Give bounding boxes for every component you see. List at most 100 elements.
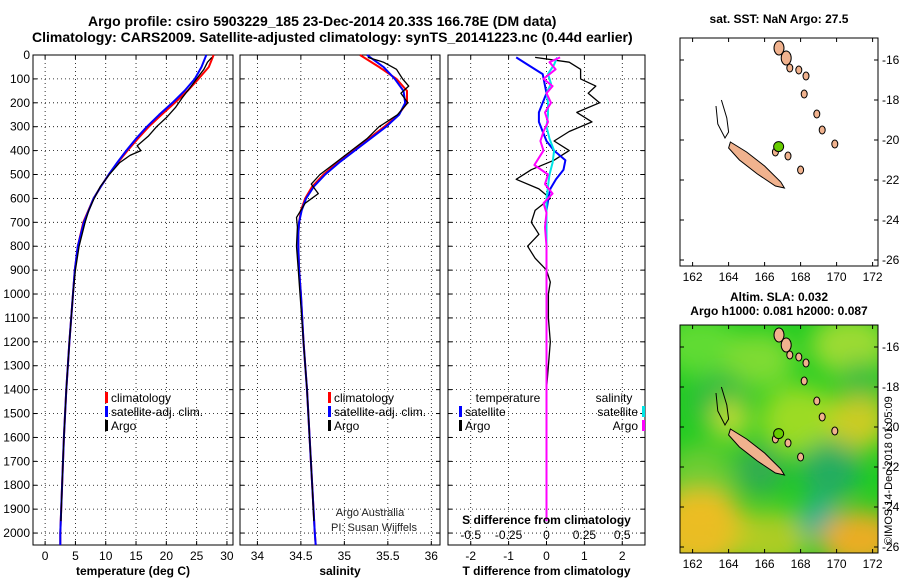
sla-map-vanuatu-island (795, 352, 803, 362)
temp-legend-climatology-swatch (105, 392, 108, 403)
sst-map-lon-label: 166 (755, 270, 775, 284)
title-line-2: Climatology: CARS2009. Satellite-adjuste… (32, 29, 633, 45)
sst-map-lon-label: 162 (683, 270, 703, 284)
sal-xtick-label: 35 (338, 549, 352, 563)
depth-tick-label: 1700 (3, 454, 30, 468)
sst-map-lon-label: 168 (791, 270, 811, 284)
sla-blob (710, 400, 750, 440)
diff-legend-t-satellite-label: satellite (465, 405, 506, 419)
salinity-xlabel: salinity (319, 564, 361, 578)
diff-xtick-label: 2 (619, 549, 626, 563)
diff-legend-s-satellite-swatch (642, 406, 645, 417)
temp-xtick-label: 0 (42, 549, 49, 563)
depth-tick-label: 2000 (3, 526, 30, 540)
diff-legend-t-argo-label: Argo (465, 419, 491, 433)
temp-legend-satellite-label: satellite-adj. clim. (111, 405, 203, 419)
sla-map-lat-label: -26 (882, 540, 900, 554)
sal-climatology-line (297, 54, 408, 546)
temp-argo-line (60, 56, 213, 522)
sst-map-vanuatu-island (795, 65, 803, 75)
depth-tick-label: 700 (10, 215, 30, 229)
diff-s-tick-label: -0.5 (460, 528, 481, 542)
sst-map-profile-marker (773, 141, 785, 153)
depth-tick-label: 900 (10, 263, 30, 277)
temp-climatology-line (59, 54, 215, 545)
depth-tick-label: 1400 (3, 383, 30, 397)
sla-map-vanuatu-island (802, 358, 810, 368)
depth-tick-label: 1200 (3, 335, 30, 349)
sst-map-lat-label: -20 (882, 133, 900, 147)
sla-blobs (680, 325, 878, 553)
sst-map-vanuatu-island (802, 71, 810, 81)
sla-map-loyalty-island (797, 452, 805, 462)
sla-map-title: Altim. SLA: 0.032 (730, 290, 828, 304)
diff-t-xlabel: T difference from climatology (462, 564, 630, 578)
diff-s-tick-label: 0 (543, 528, 550, 542)
sst-map-vanuatu-island (813, 109, 821, 119)
imos-watermark: ©IMOS 14-Dec-2018 01:05:09 (883, 396, 895, 545)
sla-heatmap (680, 325, 878, 553)
sla-map-vanuatu-island (800, 376, 808, 386)
diff-s-tick-label: -0.25 (495, 528, 523, 542)
depth-tick-label: 0 (23, 48, 30, 62)
depth-tick-label: 1500 (3, 407, 30, 421)
sla-blob (730, 510, 810, 553)
diff-xtick-label: 0 (543, 549, 550, 563)
depth-tick-label: 1600 (3, 430, 30, 444)
sla-map-reef (715, 386, 730, 427)
sst-map-loyalty-island (797, 165, 805, 175)
temp-legend-climatology-label: climatology (111, 391, 171, 405)
sla-map-loyalty-island (784, 438, 792, 448)
sla-map-vanuatu-island (773, 327, 785, 343)
sla-map-vanuatu-island (780, 337, 792, 353)
sla-blob (800, 440, 860, 500)
temperature-xlabel: temperature (deg C) (76, 564, 190, 578)
sla-blob (725, 332, 795, 388)
diff-legend-s-argo-label: Argo (613, 419, 639, 433)
sla-map-lat-label: -24 (882, 500, 900, 514)
sla-map-lon-label: 172 (863, 557, 883, 571)
depth-tick-label: 1800 (3, 478, 30, 492)
sst-map-frame (679, 37, 879, 267)
sal-legend-climatology-label: climatology (334, 391, 394, 405)
sst-map-lat-label: -18 (882, 93, 900, 107)
diff-s-tick-label: 0.25 (573, 528, 597, 542)
sla-blob (840, 360, 878, 400)
temperature-panel (32, 54, 234, 546)
sla-map-profile-marker (773, 428, 785, 440)
sst-map-lon-label: 172 (863, 270, 883, 284)
sla-blob (735, 445, 785, 495)
sla-map-new-caledonia (728, 428, 786, 476)
sla-blob (680, 325, 740, 375)
sst-map-new-caledonia (728, 141, 786, 189)
sst-map-vanuatu-island (800, 89, 808, 99)
annotation-pi: PI: Susan Wijffels (331, 522, 417, 534)
sal-xtick-label: 34.5 (289, 549, 313, 563)
diff-xtick-label: -1 (503, 549, 514, 563)
sla-map-vanuatu-island (786, 350, 794, 360)
depth-tick-label: 1100 (4, 311, 30, 325)
depth-tick-label: 500 (10, 168, 30, 182)
temp-legend-satellite-swatch (105, 406, 108, 417)
sst-map-vanuatu-island (818, 125, 826, 135)
sst-map-vanuatu-island (773, 40, 785, 56)
sla-map-lat-label: -16 (882, 340, 900, 354)
depth-tick-label: 400 (10, 144, 30, 158)
diff-s-tick-label: 0.5 (614, 528, 631, 542)
sla-map-vanuatu-island (818, 412, 826, 422)
temp-xtick-label: 5 (72, 549, 79, 563)
sla-map-vanuatu-island (813, 396, 821, 406)
sst-map-lat-label: -16 (882, 53, 900, 67)
sst-map-vanuatu-island (831, 139, 839, 149)
sla-map-lon-label: 164 (719, 557, 739, 571)
sal-xtick-label: 34 (251, 549, 265, 563)
diff-legend-temperature-title: temperature (476, 391, 541, 405)
temp-legend-argo-label: Argo (111, 419, 137, 433)
temp-legend-argo-swatch (105, 420, 108, 431)
sst-map-title: sat. SST: NaN Argo: 27.5 (710, 12, 849, 26)
sst-map-lat-label: -22 (882, 173, 900, 187)
diff-s-argo-line (533, 56, 561, 522)
temp-xtick-label: 20 (160, 549, 174, 563)
sla-map-frame (679, 324, 879, 554)
sst-map-lat-label: -24 (882, 213, 900, 227)
